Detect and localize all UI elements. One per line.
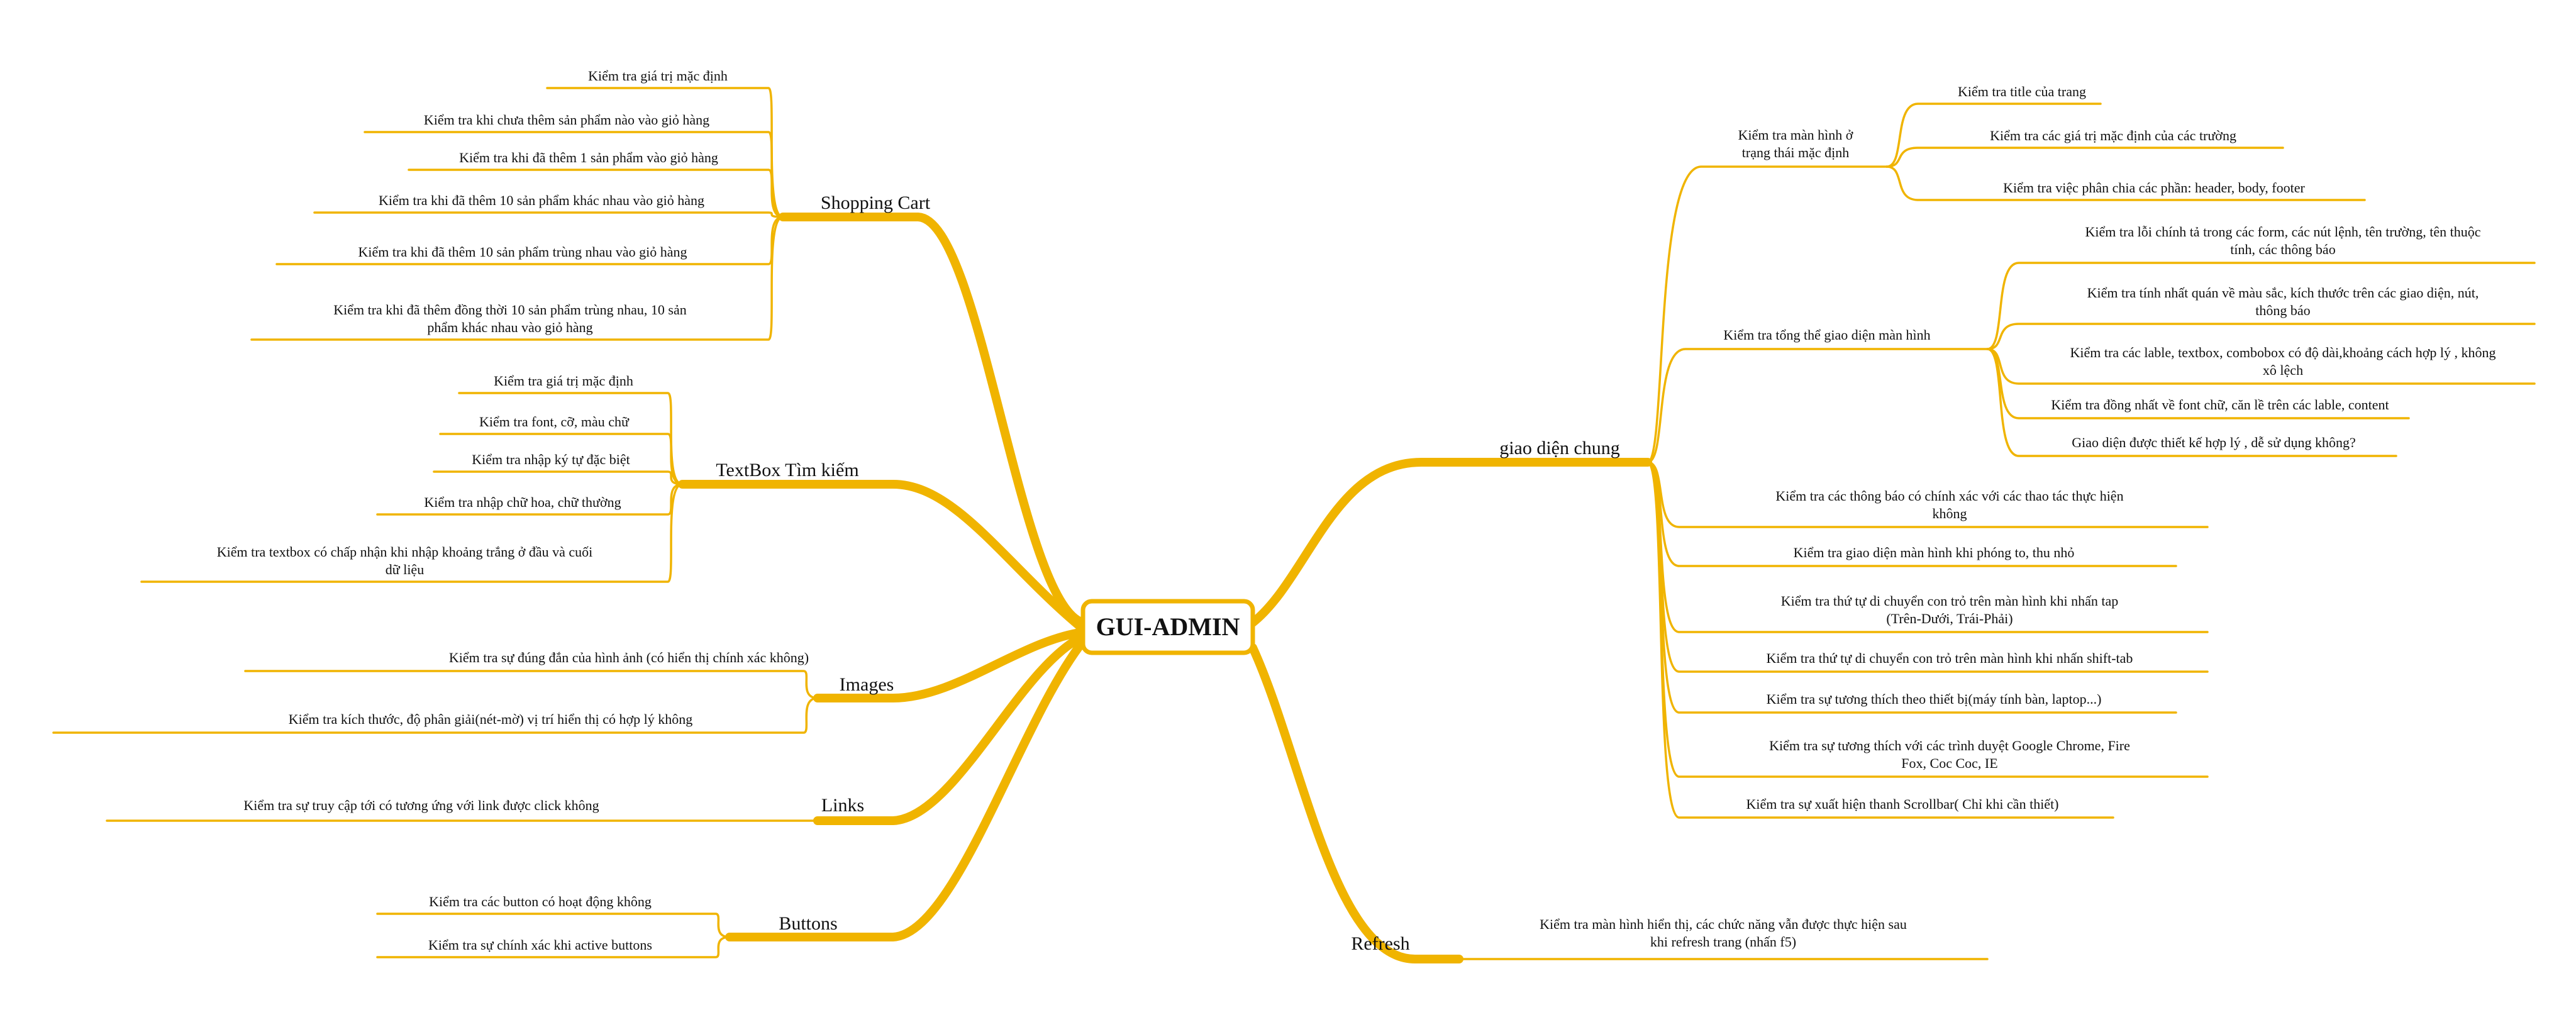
giao-dien-chung-item[interactable]: Fox, Coc Coc, IE <box>1901 755 1997 771</box>
textbox-item[interactable]: Kiểm tra giá trị mặc định <box>494 373 633 389</box>
textbox-leaf-line <box>439 433 684 486</box>
default-screen-leaf-line <box>1885 165 2366 201</box>
images-item[interactable]: Kiểm tra kích thước, độ phân giải(nét-mờ… <box>289 711 693 727</box>
shopping-cart-item[interactable]: Kiểm tra khi chưa thêm sản phẩm nào vào … <box>424 112 709 128</box>
buttons-branch-line <box>725 637 1087 941</box>
giao-dien-chung-item[interactable]: Kiểm tra sự xuất hiện thanh Scrollbar( C… <box>1746 796 2058 812</box>
node-labels: Shopping Cart Kiểm tra giá trị mặc định Ki… <box>217 68 2496 954</box>
buttons-item[interactable]: Kiểm tra sự chính xác khi active buttons <box>428 937 652 953</box>
shopping-cart-item[interactable]: Kiểm tra khi đã thêm đồng thời 10 sản ph… <box>333 302 687 318</box>
textbox-item[interactable]: Kiểm tra nhập chữ hoa, chữ thường <box>424 494 621 510</box>
textbox-branch-line <box>678 480 1087 633</box>
textbox-leaf-line <box>140 483 684 583</box>
links-item[interactable]: Kiểm tra sự truy cập tới có tương ứng vớ… <box>243 797 599 813</box>
images-label[interactable]: Images <box>840 674 894 695</box>
giao-dien-chung-leaf-line <box>1646 461 2114 819</box>
shopping-cart-leaf-line <box>364 131 784 218</box>
shopping-cart-item[interactable]: phẩm khác nhau vào giỏ hàng <box>427 319 592 335</box>
buttons-label[interactable]: Buttons <box>779 913 837 934</box>
links-branch-line <box>813 632 1087 825</box>
overall-ui-item[interactable]: xô lệch <box>2263 362 2303 378</box>
shopping-cart-branch-line <box>779 213 1087 627</box>
giao-dien-chung-item[interactable]: Kiểm tra sự tương thích với các trình du… <box>1769 738 2130 753</box>
shopping-cart-item[interactable]: Kiểm tra khi đã thêm 10 sản phẩm trùng n… <box>358 244 687 260</box>
textbox-label[interactable]: TextBox Tìm kiếm <box>716 460 858 480</box>
textbox-leaf-line <box>376 483 684 516</box>
root-node-box <box>1080 599 1255 655</box>
giao-dien-chung-branch-line <box>1248 458 1652 627</box>
giao-dien-chung-item[interactable]: Kiểm tra thứ tự di chuyển con trỏ trên m… <box>1781 593 2118 609</box>
default-screen-item[interactable]: Kiểm tra title của trang <box>1958 84 2086 99</box>
overall-ui-leaf-line <box>1986 323 2536 350</box>
default-screen-item[interactable]: Kiểm tra các giá trị mặc định của các tr… <box>1990 128 2236 143</box>
shopping-cart-leaf-line <box>250 216 784 341</box>
default-screen-leaf-line <box>1885 147 2284 168</box>
refresh-label[interactable]: Refresh <box>1351 933 1409 954</box>
giao-dien-chung-item[interactable]: không <box>1933 506 1967 521</box>
overall-ui-item[interactable]: Kiểm tra đồng nhất về font chữ, căn lề t… <box>2051 397 2389 413</box>
giao-dien-chung-item[interactable]: Kiểm tra các thông báo có chính xác với … <box>1775 488 2123 504</box>
buttons-item[interactable]: Kiểm tra các button có hoạt động không <box>429 894 652 909</box>
giao-dien-chung-item[interactable]: (Trên-Dưới, Trái-Phải) <box>1886 611 2012 626</box>
refresh-item[interactable]: khi refresh trang (nhấn f5) <box>1650 934 1796 950</box>
overall-ui-item[interactable]: thông báo <box>2255 302 2310 318</box>
refresh-branch-line <box>1248 643 1463 963</box>
connector-lines <box>52 87 2536 963</box>
refresh-item[interactable]: Kiểm tra màn hình hiển thị, các chức năn… <box>1540 916 1907 932</box>
images-branch-line <box>813 628 1087 702</box>
textbox-item[interactable]: Kiểm tra nhập ký tự đặc biệt <box>472 452 630 467</box>
overall-ui-group-label[interactable]: Kiểm tra tổng thể giao diện màn hình <box>1723 327 1930 343</box>
giao-dien-chung-label[interactable]: giao diện chung <box>1499 438 1620 458</box>
giao-dien-chung-item[interactable]: Kiểm tra sự tương thích theo thiết bị(má… <box>1767 691 2102 707</box>
giao-dien-chung-leaf-line <box>1646 461 2177 567</box>
shopping-cart-leaf-line <box>408 169 784 218</box>
giao-dien-chung-item[interactable]: Kiểm tra giao diện màn hình khi phóng to… <box>1794 545 2075 560</box>
textbox-item[interactable]: Kiểm tra font, cỡ, màu chữ <box>479 414 630 430</box>
links-label[interactable]: Links <box>821 795 864 816</box>
shopping-cart-item[interactable]: Kiểm tra khi đã thêm 10 sản phẩm khác nh… <box>379 192 704 208</box>
default-screen-group-line <box>1646 165 1888 463</box>
default-screen-item[interactable]: Kiểm tra việc phân chia các phần: header… <box>2003 180 2305 196</box>
buttons-leaf-line <box>376 913 731 938</box>
overall-ui-item[interactable]: Kiểm tra tính nhất quán về màu sắc, kích… <box>2087 285 2479 301</box>
overall-ui-item[interactable]: Kiểm tra các lable, textbox, combobox có… <box>2070 345 2496 360</box>
root-node-label: GUI-ADMIN <box>1096 613 1240 641</box>
shopping-cart-item[interactable]: Kiểm tra giá trị mặc định <box>588 68 728 84</box>
default-screen-group-label[interactable]: Kiểm tra màn hình ở <box>1738 127 1853 143</box>
shopping-cart-item[interactable]: Kiểm tra khi đã thêm 1 sản phẩm vào giỏ … <box>459 150 718 165</box>
shopping-cart-leaf-line <box>275 216 784 265</box>
overall-ui-item[interactable]: Giao diện được thiết kế hợp lý , dễ sử d… <box>2072 435 2356 450</box>
images-item[interactable]: Kiểm tra sự đúng đắn của hình ảnh (có hi… <box>449 650 809 665</box>
overall-ui-leaf-line <box>1986 262 2536 350</box>
textbox-leaf-line <box>433 470 684 486</box>
root-node[interactable]: GUI-ADMIN <box>1080 599 1255 655</box>
overall-ui-leaf-line <box>1986 348 2397 457</box>
textbox-item[interactable]: dữ liệu <box>386 562 424 577</box>
overall-ui-item[interactable]: tính, các thông báo <box>2230 241 2335 257</box>
overall-ui-group-line <box>1646 348 1989 463</box>
shopping-cart-leaf-line <box>313 211 784 218</box>
images-leaf-line <box>52 697 819 734</box>
images-leaf-line <box>244 670 819 699</box>
textbox-leaf-line <box>458 392 684 486</box>
buttons-leaf-line <box>376 936 731 958</box>
default-screen-leaf-line <box>1885 103 2102 168</box>
overall-ui-item[interactable]: Kiểm tra lỗi chính tả trong các form, cá… <box>2085 224 2481 240</box>
giao-dien-chung-item[interactable]: Kiểm tra thứ tự di chuyển con trỏ trên m… <box>1767 650 2133 666</box>
textbox-item[interactable]: Kiểm tra textbox có chấp nhận khi nhập k… <box>217 544 593 560</box>
default-screen-group-label[interactable]: trạng thái mặc định <box>1742 145 1849 160</box>
shopping-cart-label[interactable]: Shopping Cart <box>821 192 931 213</box>
